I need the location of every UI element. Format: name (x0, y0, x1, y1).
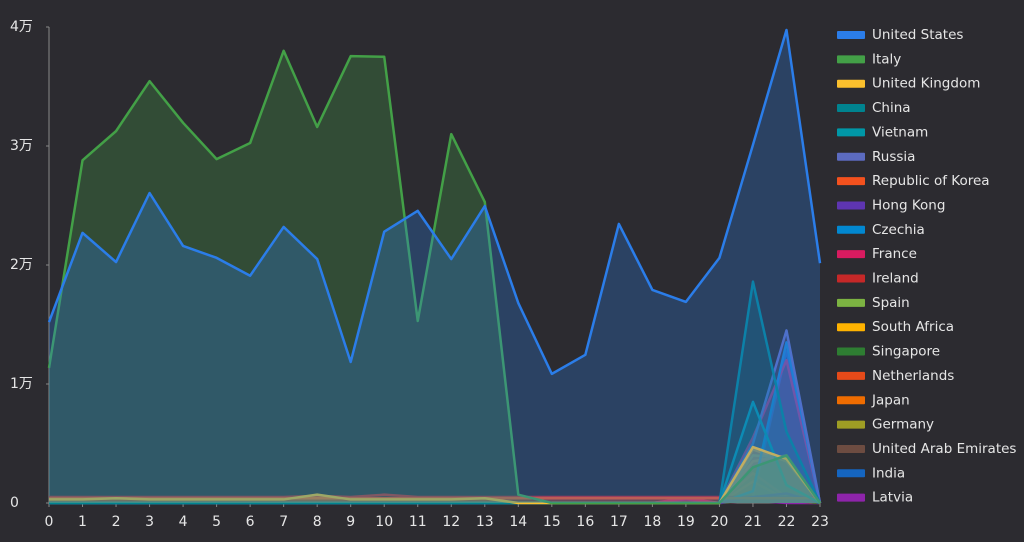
legend-label[interactable]: South Africa (872, 319, 954, 335)
area (49, 499, 820, 503)
area (49, 360, 820, 503)
legend-swatch[interactable] (837, 371, 865, 380)
legend-swatch[interactable] (837, 177, 865, 186)
x-tick-label: 14 (509, 514, 527, 530)
legend-label[interactable]: Germany (872, 417, 934, 433)
x-tick-label: 19 (677, 514, 695, 530)
x-tick-label: 21 (744, 514, 762, 530)
x-tick-label: 11 (409, 514, 427, 530)
legend-swatch[interactable] (837, 250, 865, 259)
legend-swatch[interactable] (837, 225, 865, 234)
y-tick-label: 1万 (10, 376, 33, 392)
legend-label[interactable]: Czechia (872, 222, 925, 238)
x-tick-label: 4 (179, 514, 188, 530)
x-tick-label: 10 (375, 514, 393, 530)
x-tick-label: 23 (811, 514, 829, 530)
legend-swatch[interactable] (837, 55, 865, 64)
legend-swatch[interactable] (837, 493, 865, 502)
legend-label[interactable]: China (872, 100, 911, 116)
legend-swatch[interactable] (837, 347, 865, 356)
legend-label[interactable]: Ireland (872, 271, 919, 287)
legend-label[interactable]: Singapore (872, 344, 940, 360)
legend-label[interactable]: Latvia (872, 490, 913, 506)
legend-swatch[interactable] (837, 274, 865, 283)
legend-label[interactable]: Spain (872, 295, 910, 311)
x-tick-label: 5 (212, 514, 221, 530)
legend-label[interactable]: United Arab Emirates (872, 441, 1016, 457)
legend-swatch[interactable] (837, 469, 865, 478)
legend-label[interactable]: United States (872, 27, 963, 43)
legend-swatch[interactable] (837, 323, 865, 332)
legend-label[interactable]: Hong Kong (872, 197, 945, 213)
x-tick-label: 20 (711, 514, 729, 530)
x-tick-label: 12 (442, 514, 460, 530)
x-tick-label: 15 (543, 514, 561, 530)
legend-swatch[interactable] (837, 31, 865, 39)
legend-swatch[interactable] (837, 79, 865, 88)
legend-label[interactable]: Republic of Korea (872, 173, 990, 189)
y-tick-label: 0 (10, 495, 19, 511)
area (49, 330, 820, 503)
legend-swatch[interactable] (837, 104, 865, 113)
x-tick-label: 17 (610, 514, 628, 530)
y-tick-label: 4万 (10, 19, 33, 35)
area (49, 401, 820, 503)
legend-swatch[interactable] (837, 298, 865, 307)
legend-label[interactable]: India (872, 465, 905, 481)
area (49, 29, 820, 503)
legend-label[interactable]: Italy (872, 51, 901, 67)
legend-label[interactable]: United Kingdom (872, 76, 980, 92)
legend-label[interactable]: Vietnam (872, 124, 928, 140)
x-tick-label: 8 (313, 514, 322, 530)
x-tick-label: 13 (476, 514, 494, 530)
x-tick-label: 22 (778, 514, 796, 530)
area (49, 281, 820, 503)
area (49, 493, 820, 503)
legend-swatch[interactable] (837, 152, 865, 161)
x-tick-label: 3 (145, 514, 154, 530)
legend-swatch[interactable] (837, 420, 865, 429)
legend-label[interactable]: Netherlands (872, 368, 954, 384)
x-tick-label: 9 (346, 514, 355, 530)
y-tick-label: 2万 (10, 257, 33, 273)
x-tick-label: 6 (246, 514, 255, 530)
x-tick-label: 16 (576, 514, 594, 530)
x-tick-label: 1 (78, 514, 87, 530)
x-tick-label: 2 (112, 514, 121, 530)
legend-label[interactable]: Russia (872, 149, 915, 165)
x-tick-label: 18 (643, 514, 661, 530)
area (49, 500, 820, 503)
legend-label[interactable]: France (872, 246, 917, 262)
x-tick-label: 7 (279, 514, 288, 530)
area (49, 499, 820, 503)
area (49, 447, 820, 503)
area (49, 50, 820, 504)
legend-swatch[interactable] (837, 396, 865, 405)
line (47, 49, 822, 505)
y-tick-label: 3万 (10, 138, 33, 154)
legend-swatch[interactable] (837, 128, 865, 137)
x-tick-label: 0 (45, 514, 54, 530)
line (47, 28, 822, 376)
legend-swatch[interactable] (837, 201, 865, 210)
legend-swatch[interactable] (837, 444, 865, 453)
legend-label[interactable]: Japan (871, 392, 910, 408)
